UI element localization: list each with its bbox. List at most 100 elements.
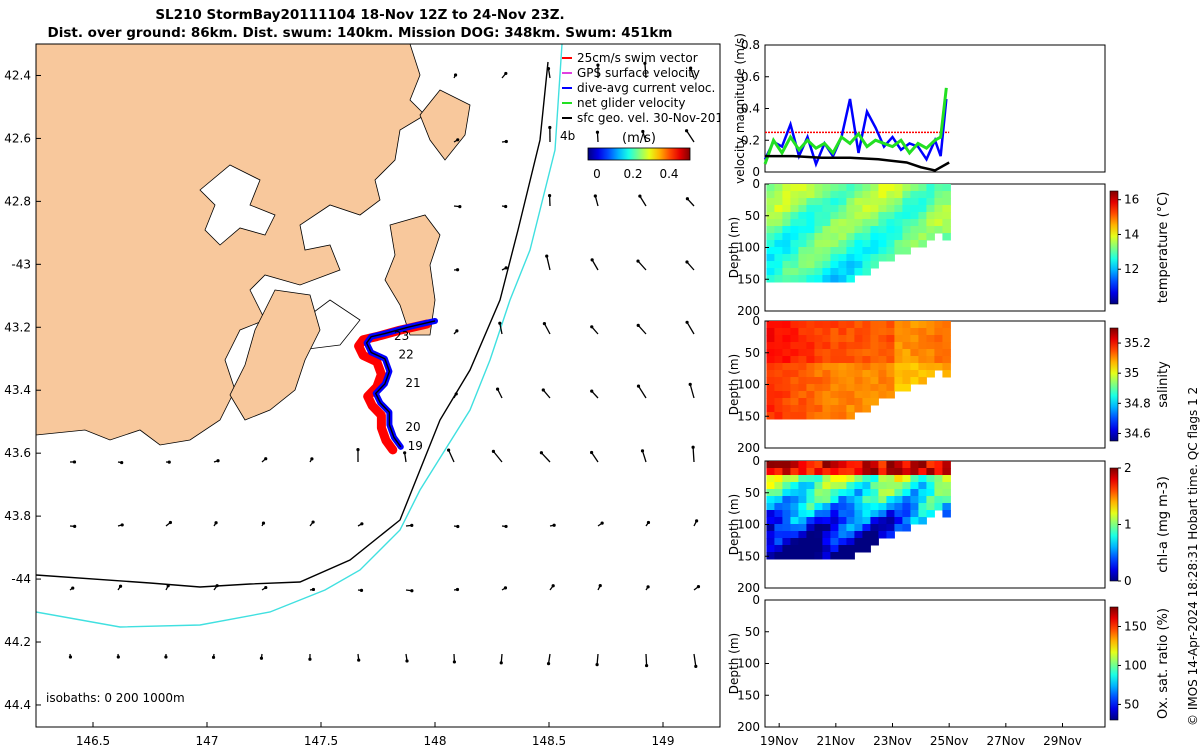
current-vector-arrowhead [264, 457, 268, 461]
section-cell [782, 489, 791, 497]
section-cell [910, 489, 919, 497]
section-cell [774, 328, 783, 336]
section-cell [862, 268, 871, 276]
section-cell [806, 212, 815, 220]
section-cell [798, 377, 807, 385]
section-cell [902, 384, 911, 392]
section-cell [870, 198, 879, 206]
colorbar-tick-label: 14 [1124, 227, 1139, 241]
section-cell [782, 219, 791, 227]
section-cell [894, 496, 903, 504]
section-cell [782, 412, 791, 420]
section-cell [814, 475, 823, 483]
section-cell [774, 545, 783, 553]
section-cell [902, 233, 911, 241]
section-cell [838, 524, 847, 532]
section-cell [910, 363, 919, 371]
section-cell [878, 475, 887, 483]
map-frame [35, 43, 721, 728]
section-cell [910, 240, 919, 248]
section-cell [774, 342, 783, 350]
section-cell [886, 377, 895, 385]
section-cell [790, 328, 799, 336]
section-cell [766, 461, 775, 469]
section-cell [830, 349, 839, 357]
section-cell [926, 482, 935, 490]
section-cell [822, 468, 831, 476]
section-cell [798, 184, 807, 192]
section-cell [766, 335, 775, 343]
current-vector-arrowhead [359, 588, 364, 593]
map-y-tick-label: 43.8 [4, 509, 31, 523]
section-cell [830, 510, 839, 518]
section-cell [926, 503, 935, 511]
section-cell [830, 475, 839, 483]
section-cell [878, 321, 887, 329]
section-cell [806, 335, 815, 343]
section-cell [814, 545, 823, 553]
map-x-tick-label: 147 [196, 734, 219, 748]
section-cell [854, 461, 863, 469]
section-cell [790, 468, 799, 476]
section-cell [862, 545, 871, 553]
depth-axis-label: Depth (m) [727, 354, 741, 415]
section-cell [862, 398, 871, 406]
current-vector-arrowhead [68, 655, 73, 659]
section-cell [854, 496, 863, 504]
section-cell [790, 370, 799, 378]
section-cell [870, 482, 879, 490]
current-vector-arrowhead [120, 523, 124, 527]
section-cell [774, 517, 783, 525]
section-cell [870, 496, 879, 504]
section-cell [822, 328, 831, 336]
velocity-series-line [765, 154, 950, 172]
current-vector-arrow [596, 132, 599, 143]
section-cell [822, 524, 831, 532]
section-cell [870, 468, 879, 476]
section-cell [814, 240, 823, 248]
current-vector-arrowhead [73, 524, 77, 528]
section-cell [902, 240, 911, 248]
section-cell [902, 349, 911, 357]
section-cell [894, 468, 903, 476]
section-cell [830, 524, 839, 532]
section-cell [894, 328, 903, 336]
section-cell [926, 212, 935, 220]
section-cell [830, 328, 839, 336]
section-cell [886, 328, 895, 336]
section-cell [822, 545, 831, 553]
section-cell [846, 545, 855, 553]
current-vector-arrowhead [311, 587, 316, 592]
section-cell [854, 184, 863, 192]
section-cell [782, 184, 791, 192]
section-cell [806, 356, 815, 364]
section-cell [894, 349, 903, 357]
section-cell [838, 496, 847, 504]
section-cell [782, 356, 791, 364]
section-cell [846, 370, 855, 378]
section-cell [846, 328, 855, 336]
section-cell [918, 212, 927, 220]
section-cell [798, 240, 807, 248]
section-cell [934, 219, 943, 227]
section-cell [926, 475, 935, 483]
section-cell [910, 191, 919, 199]
section-cell [822, 552, 831, 560]
section-cell [854, 405, 863, 413]
current-vector-arrowhead [643, 61, 647, 65]
colorbar-tick-label: 34.6 [1124, 426, 1151, 440]
section-cell [814, 321, 823, 329]
section-cell [886, 205, 895, 213]
current-vector-arrowhead [546, 662, 551, 666]
section-cell [790, 517, 799, 525]
section-cell [822, 482, 831, 490]
section-cell [766, 503, 775, 511]
section-cell [830, 468, 839, 476]
section-cell [838, 198, 847, 206]
current-vector-arrowhead [215, 584, 219, 588]
colorbar-tick-label: 12 [1124, 262, 1139, 276]
section-cell [798, 275, 807, 283]
section-cell [822, 349, 831, 357]
section-cell [846, 321, 855, 329]
